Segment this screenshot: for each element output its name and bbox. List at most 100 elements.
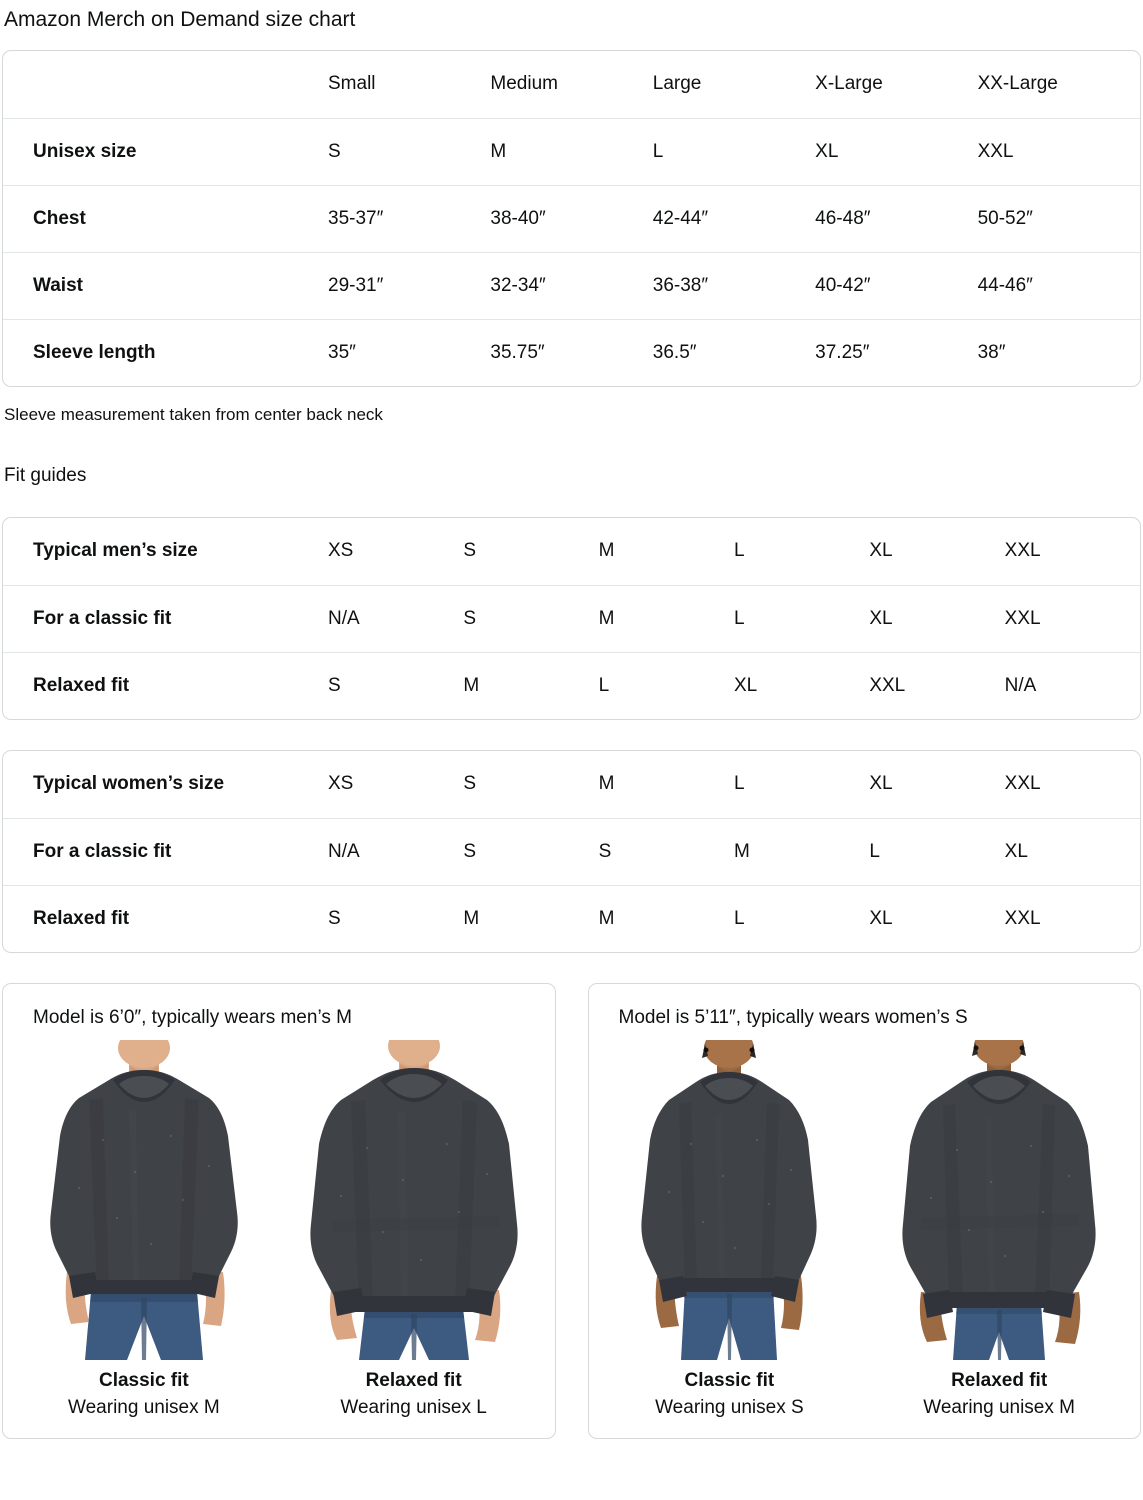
header-cell-small: Small	[328, 73, 376, 95]
cell-value: L	[733, 584, 870, 652]
table-row: Unisex size S M L XL XXL	[3, 117, 1140, 185]
female-classic-fit-illustration	[629, 1040, 830, 1360]
table-row: Typical men’s size XS S M L XL XXL	[3, 518, 1140, 585]
header-cell-xxlarge: XX-Large	[977, 73, 1058, 95]
cell-value: XL	[869, 884, 1005, 952]
cell-value: 42-44″	[652, 184, 816, 252]
cell-value: L	[652, 117, 816, 185]
table-row: For a classic fit N/A S S M L XL	[3, 817, 1140, 885]
cell-value: M	[463, 651, 599, 719]
spacer	[0, 720, 1143, 750]
cell-value: 36-38″	[652, 251, 816, 319]
spacer	[0, 488, 1143, 517]
cell-value: XL	[869, 540, 893, 562]
row-label: Waist	[3, 251, 328, 319]
womens-relaxed-caption: Relaxed fit Wearing unisex M	[864, 1368, 1134, 1422]
fit-label: Classic fit	[98, 1370, 189, 1391]
cell-value: S	[328, 117, 491, 185]
cell-value: S	[463, 584, 599, 652]
mens-classic-caption: Classic fit Wearing unisex M	[9, 1368, 279, 1422]
cell-value: 44-46″	[977, 251, 1140, 319]
cell-value: M	[598, 773, 615, 795]
cell-value: L	[733, 773, 745, 795]
sleeve-measurement-note: Sleeve measurement taken from center bac…	[4, 405, 383, 424]
main-size-table-card: Small Medium Large X-Large XX-Large Unis…	[2, 50, 1141, 387]
page-title: Amazon Merch on Demand size chart	[4, 8, 356, 31]
table-row: Sleeve length 35″ 35.75″ 36.5″ 37.25″ 38…	[3, 318, 1140, 386]
mens-classic-fit-figure-wrap	[9, 1040, 279, 1360]
cell-value: L	[598, 651, 734, 719]
cell-value: N/A	[328, 584, 464, 652]
cell-value: 29-31″	[328, 251, 491, 319]
cell-value: XXL	[869, 651, 1005, 719]
cell-value: XXL	[977, 117, 1140, 185]
cell-value: M	[463, 884, 599, 952]
table-row: Relaxed fit S M M L XL XXL	[3, 884, 1140, 952]
cell-value: N/A	[1004, 651, 1140, 719]
table-header-row: Small Medium Large X-Large XX-Large	[3, 51, 1140, 118]
model-cards-row: Model is 6’0″, typically wears men’s M	[0, 983, 1143, 1439]
womens-model-card: Model is 5’11″, typically wears women’s …	[587, 983, 1141, 1439]
wearing-label: Wearing unisex M	[923, 1397, 1075, 1418]
cell-value: N/A	[328, 817, 464, 885]
wearing-label: Wearing unisex M	[68, 1397, 220, 1418]
womens-model-title: Model is 5’11″, typically wears women’s …	[618, 1007, 968, 1028]
mens-fit-guide-table: Typical men’s size XS S M L XL XXL For a…	[3, 518, 1140, 719]
cell-value: 35″	[328, 318, 491, 386]
cell-value: 35-37″	[328, 184, 491, 252]
cell-value: S	[463, 540, 477, 562]
mens-relaxed-fit-figure-wrap	[279, 1040, 549, 1360]
mens-figures	[3, 1030, 555, 1360]
row-label: Relaxed fit	[3, 884, 328, 952]
table-row: Waist 29-31″ 32-34″ 36-38″ 40-42″ 44-46″	[3, 251, 1140, 319]
cell-value: S	[328, 651, 464, 719]
cell-value: L	[733, 884, 870, 952]
cell-value: XS	[328, 540, 354, 562]
mens-model-card: Model is 6’0″, typically wears men’s M	[2, 983, 556, 1439]
main-size-table: Small Medium Large X-Large XX-Large Unis…	[3, 51, 1140, 386]
wearing-label: Wearing unisex S	[655, 1397, 804, 1418]
cell-value: XXL	[1004, 584, 1140, 652]
spacer	[0, 34, 1143, 50]
cell-value: 37.25″	[815, 318, 978, 386]
row-label: Sleeve length	[3, 318, 328, 386]
womens-fit-guide-table: Typical women’s size XS S M L XL XXL For…	[3, 751, 1140, 952]
cell-value: 35.75″	[490, 318, 653, 386]
row-label: Typical women’s size	[33, 773, 225, 795]
cell-value: 50-52″	[977, 184, 1140, 252]
cell-value: 46-48″	[815, 184, 978, 252]
fit-label: Classic fit	[684, 1370, 775, 1391]
cell-value: XS	[328, 773, 354, 795]
table-row: Typical women’s size XS S M L XL XXL	[3, 751, 1140, 818]
row-label: Typical men’s size	[33, 540, 198, 562]
cell-value: L	[733, 540, 745, 562]
header-cell-large: Large	[652, 73, 702, 95]
row-label: For a classic fit	[3, 584, 328, 652]
male-relaxed-fit-illustration	[302, 1040, 525, 1360]
cell-value: S	[463, 817, 599, 885]
cell-value: 38″	[977, 318, 1140, 386]
row-label: Chest	[3, 184, 328, 252]
womens-figure-captions: Classic fit Wearing unisex S Relaxed fit…	[589, 1360, 1141, 1422]
cell-value: 38-40″	[490, 184, 653, 252]
cell-value: XXL	[1004, 773, 1041, 795]
mens-model-title: Model is 6’0″, typically wears men’s M	[33, 1007, 352, 1028]
wearing-label: Wearing unisex L	[340, 1397, 487, 1418]
mens-relaxed-caption: Relaxed fit Wearing unisex L	[279, 1368, 549, 1422]
row-label: For a classic fit	[3, 817, 328, 885]
womens-relaxed-fit-figure-wrap	[864, 1040, 1134, 1360]
cell-value: M	[598, 540, 615, 562]
cell-value: XL	[869, 773, 893, 795]
fit-guides-label: Fit guides	[4, 465, 87, 486]
table-row: Chest 35-37″ 38-40″ 42-44″ 46-48″ 50-52″	[3, 184, 1140, 252]
cell-value: M	[490, 117, 653, 185]
cell-value: XL	[733, 651, 870, 719]
header-cell-blank	[3, 51, 328, 118]
cell-value: L	[869, 817, 1005, 885]
womens-fit-guide-card: Typical women’s size XS S M L XL XXL For…	[2, 750, 1141, 953]
mens-fit-guide-card: Typical men’s size XS S M L XL XXL For a…	[2, 517, 1141, 720]
cell-value: XXL	[1004, 540, 1041, 562]
cell-value: 40-42″	[815, 251, 978, 319]
cell-value: S	[328, 884, 464, 952]
